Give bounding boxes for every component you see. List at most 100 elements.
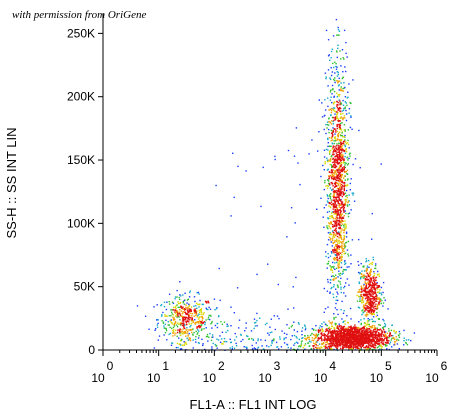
data-point bbox=[345, 225, 347, 227]
data-point bbox=[339, 332, 341, 334]
data-point bbox=[326, 160, 329, 163]
data-point bbox=[372, 344, 375, 346]
data-point bbox=[337, 163, 339, 165]
data-point bbox=[329, 231, 331, 234]
data-point bbox=[325, 344, 327, 346]
data-point bbox=[295, 335, 297, 338]
data-point bbox=[335, 225, 337, 227]
data-point bbox=[329, 174, 331, 177]
data-point bbox=[361, 341, 363, 343]
data-point bbox=[283, 332, 286, 334]
data-point bbox=[330, 266, 332, 268]
data-point bbox=[345, 185, 347, 187]
data-point bbox=[336, 149, 339, 151]
data-point bbox=[333, 236, 336, 238]
data-point bbox=[342, 193, 344, 195]
data-point bbox=[340, 168, 343, 170]
data-point bbox=[337, 123, 339, 126]
data-point bbox=[368, 309, 371, 312]
data-point bbox=[329, 282, 332, 284]
data-point bbox=[364, 303, 367, 305]
data-point bbox=[257, 338, 259, 340]
data-point bbox=[333, 107, 335, 109]
data-point bbox=[358, 281, 360, 283]
data-point bbox=[376, 296, 378, 298]
data-point bbox=[374, 343, 376, 345]
data-point bbox=[346, 328, 349, 331]
data-point bbox=[327, 330, 330, 332]
data-point bbox=[175, 332, 177, 334]
data-point bbox=[349, 182, 351, 185]
data-point bbox=[253, 318, 256, 320]
data-point bbox=[376, 282, 378, 284]
data-point bbox=[179, 332, 181, 334]
data-point bbox=[345, 262, 347, 265]
data-point bbox=[384, 344, 387, 346]
data-point bbox=[291, 335, 293, 337]
data-point bbox=[336, 239, 338, 241]
data-point bbox=[353, 335, 355, 337]
data-point bbox=[235, 342, 237, 345]
data-point bbox=[211, 348, 213, 350]
data-point bbox=[341, 179, 343, 182]
data-point bbox=[322, 164, 324, 167]
data-point bbox=[334, 184, 337, 186]
data-point bbox=[350, 336, 352, 338]
data-point bbox=[345, 102, 347, 104]
data-point bbox=[367, 286, 369, 289]
data-point bbox=[214, 309, 216, 311]
data-point bbox=[336, 130, 339, 133]
data-point bbox=[329, 171, 331, 173]
data-point bbox=[327, 260, 330, 263]
data-point bbox=[332, 251, 334, 253]
data-point bbox=[371, 238, 373, 240]
data-point bbox=[340, 58, 342, 60]
data-point bbox=[321, 102, 323, 104]
data-point bbox=[287, 149, 290, 152]
data-point bbox=[321, 329, 324, 331]
data-point bbox=[327, 339, 330, 341]
data-point bbox=[339, 199, 342, 201]
data-point bbox=[368, 310, 371, 313]
data-point bbox=[314, 337, 316, 340]
data-point bbox=[325, 339, 328, 341]
data-point bbox=[343, 129, 345, 131]
data-point bbox=[341, 219, 343, 222]
data-point bbox=[338, 162, 341, 164]
data-point bbox=[161, 320, 163, 322]
data-point bbox=[201, 328, 203, 330]
data-point bbox=[337, 202, 339, 204]
data-point bbox=[413, 332, 416, 334]
data-point bbox=[331, 348, 333, 350]
data-point bbox=[178, 323, 180, 325]
data-point bbox=[328, 210, 331, 213]
data-point bbox=[369, 318, 371, 321]
data-point bbox=[339, 140, 341, 142]
data-point bbox=[321, 330, 323, 332]
data-point bbox=[323, 333, 325, 335]
data-point bbox=[338, 257, 341, 260]
data-point bbox=[333, 217, 335, 220]
data-point bbox=[377, 339, 379, 341]
data-point bbox=[334, 339, 336, 341]
data-point bbox=[374, 336, 376, 339]
data-point bbox=[334, 163, 336, 165]
data-point bbox=[362, 309, 364, 311]
data-point bbox=[223, 337, 226, 340]
data-point bbox=[343, 226, 345, 228]
data-point bbox=[333, 90, 336, 93]
data-point bbox=[376, 305, 378, 308]
data-point bbox=[329, 344, 331, 347]
data-point bbox=[352, 347, 355, 349]
data-point bbox=[227, 325, 229, 327]
data-point bbox=[363, 337, 366, 339]
data-point bbox=[366, 265, 369, 267]
data-point bbox=[342, 268, 345, 271]
data-point bbox=[182, 317, 184, 319]
data-point bbox=[268, 334, 270, 336]
data-point bbox=[377, 270, 379, 273]
data-point bbox=[330, 241, 332, 243]
data-point bbox=[331, 166, 333, 169]
data-point bbox=[333, 241, 336, 244]
data-point bbox=[333, 172, 335, 174]
